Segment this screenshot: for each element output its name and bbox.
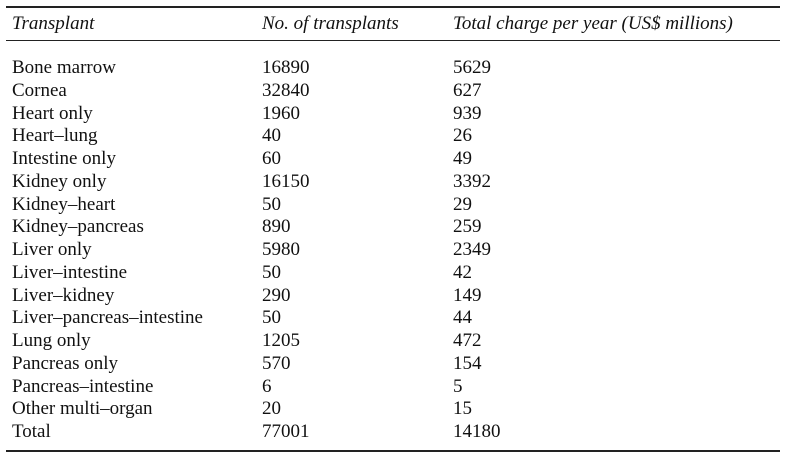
row-value: 570 [262, 352, 291, 374]
bottom-rule [6, 450, 780, 452]
header-cell: Total charge per year (US$ millions) [453, 13, 733, 34]
row-value: 5 [453, 375, 463, 397]
top-rule [6, 6, 780, 8]
row-value: 1960 [262, 102, 300, 124]
row-value: 50 [262, 193, 281, 215]
row-value: 50 [262, 261, 281, 283]
row-label: Cornea [12, 79, 67, 101]
row-value: 1205 [262, 330, 300, 351]
row-label: Heart–lung [12, 125, 98, 147]
row-value: 20 [262, 398, 281, 420]
row-value: 49 [453, 148, 472, 169]
row-label: Kidney only [12, 170, 107, 192]
row-value: 77001 [262, 421, 310, 442]
row-value: 890 [262, 216, 291, 238]
row-value: 29 [453, 193, 472, 215]
row-label: Liver–intestine [12, 261, 128, 283]
row-label: Other multi–organ [12, 398, 153, 420]
row-value: 472 [453, 330, 482, 351]
row-value: 6 [262, 375, 272, 397]
row-value: 50 [262, 307, 281, 329]
row-label: Kidney–pancreas [12, 216, 144, 238]
row-value: 15 [453, 398, 472, 420]
row-label: Total [12, 421, 51, 442]
row-label: Pancreas–intestine [12, 375, 154, 397]
row-value: 32840 [262, 79, 310, 101]
row-label: Pancreas only [12, 352, 119, 374]
header-cell: Transplant [12, 13, 95, 34]
row-value: 3392 [453, 170, 491, 192]
row-label: Heart only [12, 102, 93, 124]
row-label: Liver only [12, 239, 92, 260]
row-value: 5980 [262, 239, 300, 260]
row-value: 40 [262, 125, 281, 147]
row-value: 42 [453, 261, 472, 283]
row-value: 14180 [453, 421, 501, 442]
row-value: 16890 [262, 57, 310, 78]
row-label: Bone marrow [12, 57, 116, 78]
row-label: Liver–kidney [12, 284, 115, 306]
row-value: 627 [453, 79, 482, 101]
header-cell: No. of transplants [262, 13, 399, 34]
row-label: Liver–pancreas–intestine [12, 307, 203, 329]
row-value: 44 [453, 307, 472, 329]
row-value: 2349 [453, 239, 491, 260]
row-value: 149 [453, 284, 482, 306]
row-value: 60 [262, 148, 281, 169]
row-value: 26 [453, 125, 472, 147]
row-label: Lung only [12, 330, 91, 351]
row-value: 154 [453, 352, 482, 374]
header-rule [6, 40, 780, 41]
row-value: 290 [262, 284, 291, 306]
row-value: 259 [453, 216, 482, 238]
row-label: Kidney–heart [12, 193, 116, 215]
row-label: Intestine only [12, 148, 116, 169]
row-value: 5629 [453, 57, 491, 78]
row-value: 16150 [262, 170, 310, 192]
row-value: 939 [453, 102, 482, 124]
